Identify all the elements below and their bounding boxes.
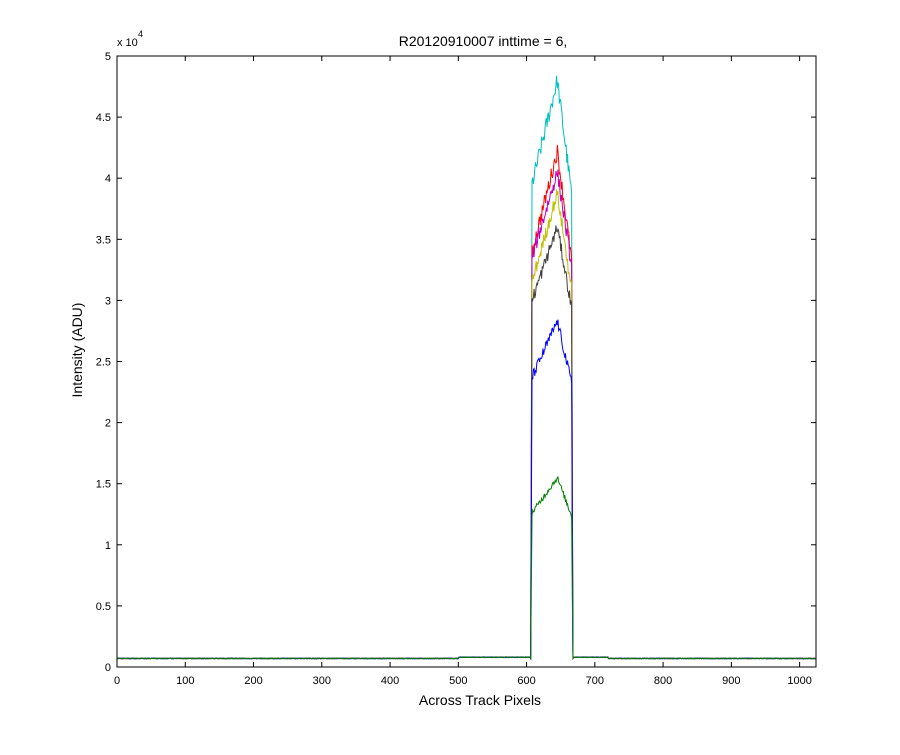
x-tick-label: 900 [722, 675, 740, 687]
y-exponent-base: x 10 [117, 37, 138, 49]
x-tick-label: 0 [114, 675, 120, 687]
x-axis-label: Across Track Pixels [419, 692, 541, 708]
y-tick-label: 3 [105, 295, 111, 307]
x-tick-label: 200 [244, 675, 262, 687]
y-tick-label: 4 [105, 173, 111, 185]
x-tick-label: 100 [176, 675, 194, 687]
x-tick-label: 300 [313, 675, 331, 687]
x-tick-label: 1000 [787, 675, 811, 687]
y-tick-label: 3.5 [96, 234, 111, 246]
y-exponent-power: 4 [138, 29, 143, 39]
x-tick-label: 500 [449, 675, 467, 687]
plot-background [117, 56, 816, 667]
series-line-7 [116, 476, 817, 661]
y-axis-label: Intensity (ADU) [69, 303, 85, 398]
series-layer [116, 75, 817, 661]
x-tick-label: 600 [517, 675, 535, 687]
y-tick-label: 0 [105, 662, 111, 674]
x-tick-label: 400 [381, 675, 399, 687]
x-tick-label: 800 [654, 675, 672, 687]
tick-layer: 0 100 200 300 400 500 600 700 800 900 1000 0 0.5 1 1.5… [96, 51, 816, 687]
y-tick-label: 2.5 [96, 357, 111, 369]
chart-title: R20120910007 inttime = 6, [399, 33, 568, 49]
y-tick-label: 2 [105, 418, 111, 430]
y-tick-label: 5 [105, 51, 111, 63]
y-tick-label: 4.5 [96, 112, 111, 124]
y-tick-label: 1 [105, 540, 111, 552]
y-tick-label: 0.5 [96, 601, 111, 613]
y-tick-label: 1.5 [96, 479, 111, 491]
x-tick-label: 700 [586, 675, 604, 687]
